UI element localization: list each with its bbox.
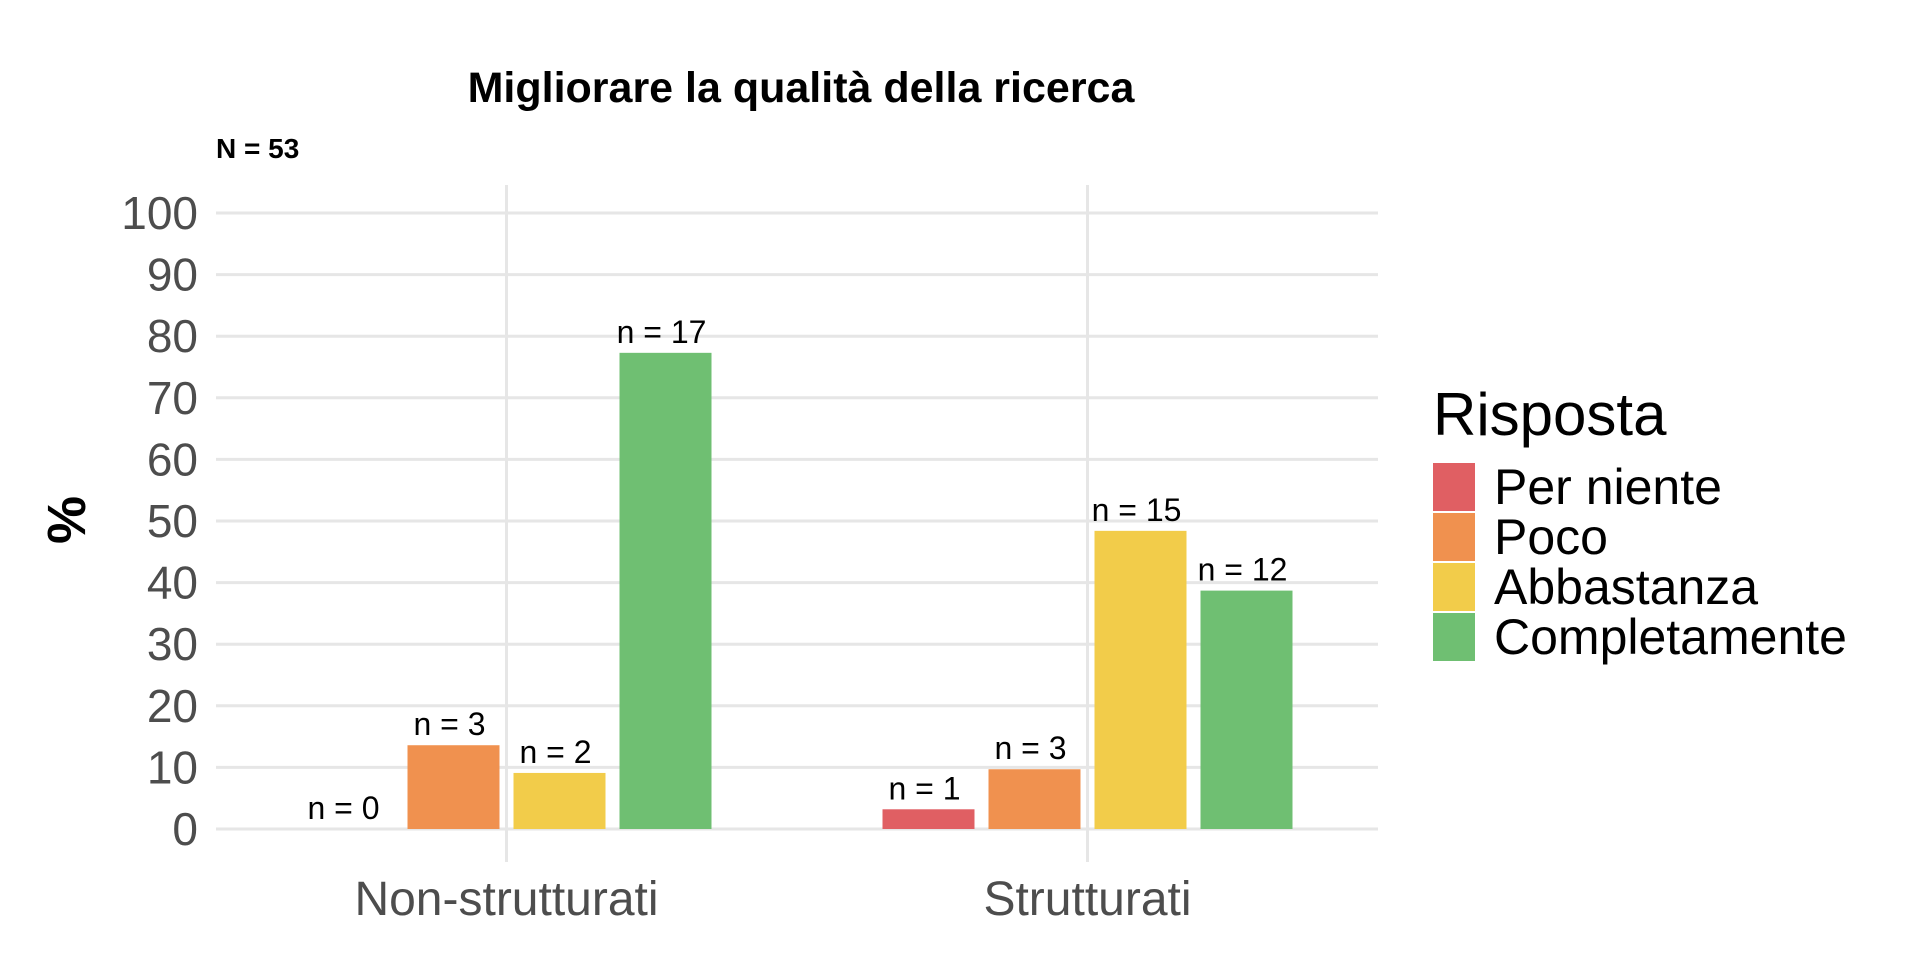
x-tick-label: Strutturati	[983, 873, 1191, 926]
y-tick-label: 90	[147, 249, 198, 301]
legend-key	[1433, 513, 1475, 561]
y-axis-label: %	[37, 496, 97, 544]
data-label: n = 1	[888, 770, 960, 806]
data-label: n = 3	[994, 730, 1066, 766]
bar	[882, 809, 975, 829]
y-tick-label: 40	[147, 557, 198, 609]
bar	[619, 352, 712, 829]
bar	[1200, 590, 1293, 829]
data-label: n = 3	[413, 706, 485, 742]
bar	[988, 769, 1081, 829]
legend-title: Risposta	[1433, 381, 1667, 448]
legend-label: Completamente	[1494, 609, 1847, 665]
chart-title: Migliorare la qualità della ricerca	[468, 64, 1136, 112]
data-label: n = 12	[1198, 552, 1288, 588]
data-label: n = 15	[1092, 492, 1182, 528]
legend-label: Abbastanza	[1494, 559, 1758, 615]
x-tick-label: Non-strutturati	[354, 873, 658, 926]
y-tick-label: 0	[172, 803, 198, 855]
y-tick-label: 20	[147, 680, 198, 732]
data-label: n = 17	[617, 314, 707, 350]
data-label: n = 0	[307, 790, 379, 826]
gridlines	[216, 185, 1378, 862]
y-tick-label: 100	[121, 187, 198, 239]
bar	[407, 745, 500, 829]
legend: Risposta Per nientePocoAbbastanzaComplet…	[1433, 381, 1847, 665]
legend-key	[1433, 463, 1475, 511]
y-tick-label: 80	[147, 310, 198, 362]
legend-label: Poco	[1494, 509, 1608, 565]
legend-key	[1433, 563, 1475, 611]
legend-key	[1433, 613, 1475, 661]
data-labels: n = 0 n = 1 n = 3 n = 3 n = 2 n = 15 n = 17 n =…	[307, 314, 1287, 826]
bars	[407, 352, 1293, 829]
y-axis-ticks: 0 10 20 30 40 50 60 70 80 90 100	[121, 187, 198, 855]
data-label: n = 2	[519, 734, 591, 770]
chart-subtitle: N = 53	[216, 133, 299, 164]
y-tick-label: 70	[147, 372, 198, 424]
bar	[513, 772, 606, 829]
y-tick-label: 60	[147, 433, 198, 485]
x-axis-ticks: Non-strutturati Strutturati	[354, 873, 1191, 926]
y-tick-label: 30	[147, 618, 198, 670]
legend-label: Per niente	[1494, 459, 1722, 515]
y-tick-label: 10	[147, 741, 198, 793]
y-tick-label: 50	[147, 495, 198, 547]
bar	[1094, 530, 1187, 829]
